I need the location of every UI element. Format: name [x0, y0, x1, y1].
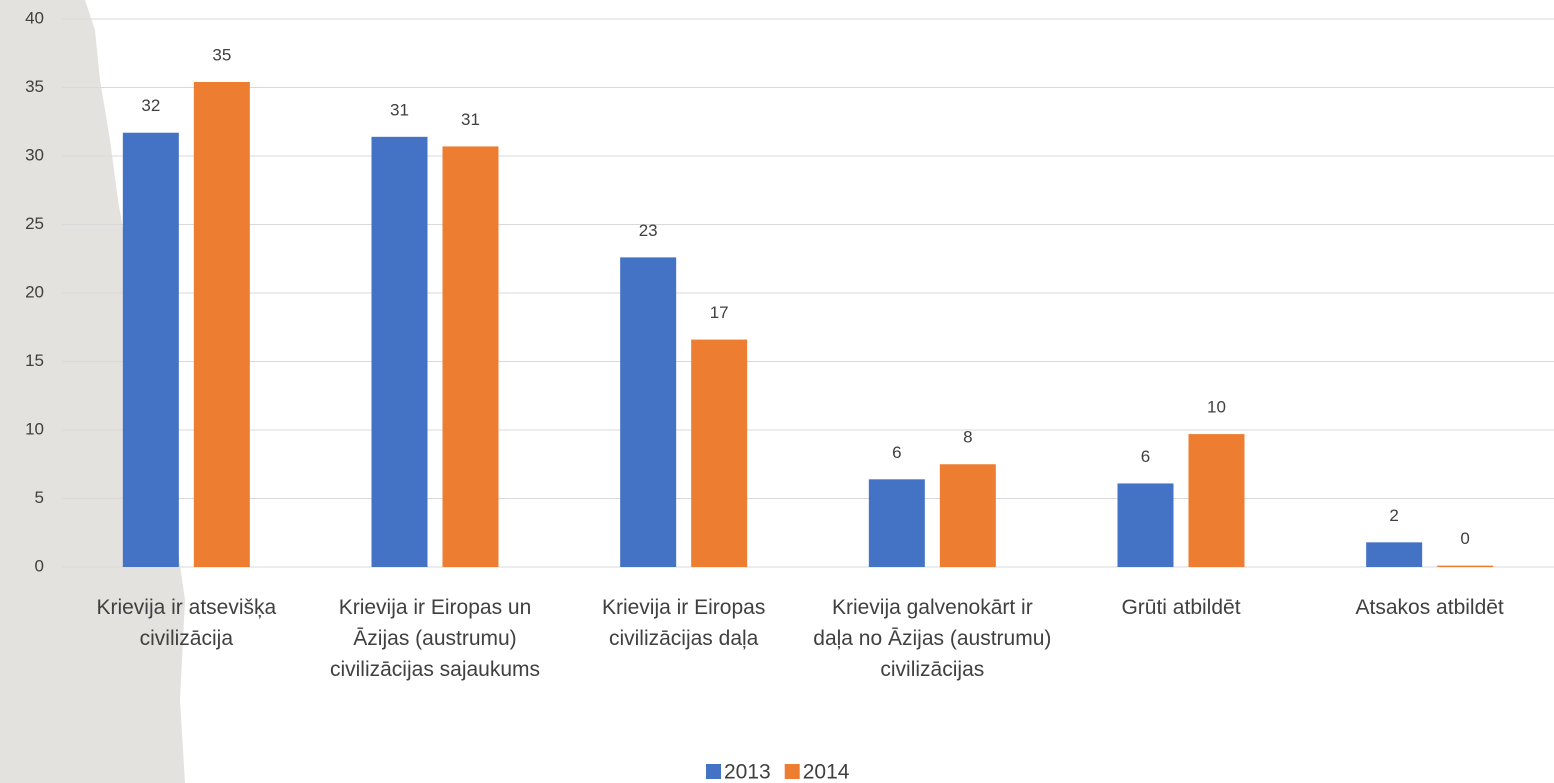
- data-label: 31: [461, 110, 480, 129]
- data-label: 32: [141, 96, 160, 115]
- y-tick-label: 5: [35, 488, 44, 507]
- data-label: 6: [892, 443, 901, 462]
- bar: [1188, 434, 1245, 567]
- bar: [620, 257, 677, 567]
- data-label: 2: [1389, 506, 1398, 525]
- data-label: 6: [1141, 447, 1150, 466]
- bar: [1366, 542, 1423, 567]
- data-label: 31: [390, 100, 409, 119]
- data-label: 17: [710, 303, 729, 322]
- x-tick-label: Krievija ir Eiropas civilizācijas daļa: [601, 596, 766, 650]
- data-label: 0: [1460, 529, 1469, 548]
- bar: [868, 479, 925, 567]
- bar: [939, 464, 996, 567]
- bar: [442, 146, 499, 567]
- bar: [1437, 565, 1494, 567]
- data-label: 10: [1207, 398, 1226, 417]
- x-tick-label: Krievija ir atsevišķa civilizācija: [96, 596, 277, 650]
- legend-swatch: [706, 764, 721, 779]
- y-tick-label: 40: [25, 8, 44, 27]
- y-tick-label: 25: [25, 214, 44, 233]
- x-tick-label: Atsakos atbildēt: [1355, 596, 1504, 619]
- bar: [1117, 483, 1174, 567]
- y-tick-label: 20: [25, 282, 44, 301]
- background-paper: [0, 0, 185, 783]
- y-tick-label: 10: [25, 419, 44, 438]
- y-tick-label: 15: [25, 351, 44, 370]
- x-tick-label: Krievija ir Eiropas un Āzijas (austrumu)…: [329, 596, 541, 681]
- legend-swatch: [784, 764, 800, 779]
- x-tick-label: Krievija galvenokārt ir daļa no Āzijas (…: [813, 596, 1052, 681]
- legend-label: 2014: [803, 761, 850, 783]
- data-label: 8: [963, 428, 972, 447]
- data-label: 23: [639, 221, 658, 240]
- bar: [193, 82, 250, 568]
- bar: [691, 339, 748, 567]
- legend-label: 2013: [724, 761, 771, 783]
- bar: [122, 132, 179, 567]
- y-tick-label: 30: [25, 145, 44, 164]
- bar: [371, 136, 428, 567]
- data-label: 35: [212, 46, 231, 65]
- x-tick-label: Grūti atbildēt: [1121, 596, 1241, 619]
- y-tick-label: 0: [35, 556, 44, 575]
- y-tick-label: 35: [25, 77, 44, 96]
